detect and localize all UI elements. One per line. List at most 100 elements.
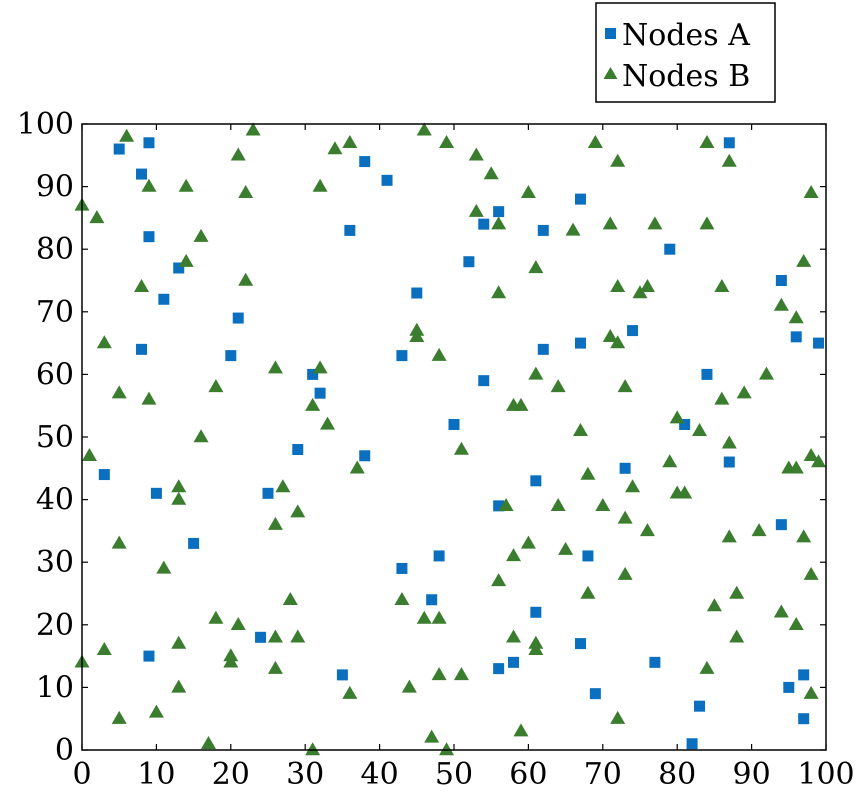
data-point-nodes-b	[565, 222, 581, 236]
data-point-nodes-b	[639, 278, 655, 292]
x-tick-label: 40	[361, 757, 399, 792]
data-point-nodes-b	[788, 460, 804, 474]
data-point-nodes-b	[290, 629, 306, 643]
data-point-nodes-a	[508, 656, 520, 668]
data-point-nodes-b	[513, 397, 529, 411]
data-point-nodes-b	[520, 185, 536, 199]
data-point-nodes-a	[381, 174, 393, 186]
data-point-nodes-b	[111, 385, 127, 399]
data-point-nodes-a	[478, 375, 490, 387]
data-point-nodes-b	[550, 498, 566, 512]
data-point-nodes-a	[619, 462, 631, 474]
data-point-nodes-a	[173, 262, 185, 274]
data-point-nodes-b	[491, 285, 507, 299]
data-point-nodes-b	[491, 573, 507, 587]
data-point-nodes-b	[141, 178, 157, 192]
data-point-nodes-b	[528, 366, 544, 380]
data-point-nodes-b	[267, 516, 283, 530]
data-point-nodes-a	[679, 418, 691, 430]
x-tick-label: 10	[137, 757, 175, 792]
data-point-nodes-b	[610, 278, 626, 292]
data-point-nodes-a	[530, 475, 542, 487]
data-point-nodes-b	[416, 610, 432, 624]
y-tick-label: 50	[36, 420, 74, 455]
data-point-nodes-b	[401, 679, 417, 693]
data-point-nodes-b	[89, 210, 105, 224]
data-point-nodes-b	[811, 454, 827, 468]
data-point-nodes-b	[528, 260, 544, 274]
data-point-nodes-b	[223, 654, 239, 668]
data-point-nodes-b	[699, 216, 715, 230]
y-tick-label: 40	[36, 483, 74, 518]
data-point-nodes-b	[416, 122, 432, 136]
data-point-nodes-a	[359, 450, 371, 462]
data-point-nodes-b	[267, 360, 283, 374]
data-point-nodes-b	[625, 479, 641, 493]
data-point-nodes-b	[803, 685, 819, 699]
data-point-nodes-a	[493, 500, 505, 512]
data-point-nodes-a	[574, 337, 586, 349]
data-point-nodes-a	[448, 418, 460, 430]
x-tick-label: 50	[435, 757, 473, 792]
data-point-nodes-b	[610, 710, 626, 724]
x-tick-label: 100	[797, 757, 854, 792]
data-point-nodes-a	[411, 287, 423, 299]
data-point-nodes-b	[409, 329, 425, 343]
data-point-nodes-b	[788, 310, 804, 324]
legend-box	[595, 2, 776, 103]
data-points	[74, 122, 827, 756]
y-tick-label: 30	[36, 545, 74, 580]
data-point-nodes-b	[773, 604, 789, 618]
data-point-nodes-b	[230, 617, 246, 630]
data-point-nodes-b	[119, 128, 135, 142]
data-point-nodes-b	[788, 617, 804, 630]
data-point-nodes-b	[178, 178, 194, 192]
data-point-nodes-a	[701, 368, 713, 380]
data-point-nodes-b	[483, 166, 499, 180]
legend-label-nodes-a: Nodes A	[622, 18, 750, 53]
data-point-nodes-a	[775, 519, 787, 531]
data-point-nodes-b	[193, 429, 209, 443]
data-point-nodes-b	[431, 610, 447, 624]
data-point-nodes-b	[803, 447, 819, 461]
data-point-nodes-a	[589, 688, 601, 700]
data-point-nodes-a	[344, 224, 356, 236]
x-tick-label: 30	[286, 757, 324, 792]
y-tick-label: 70	[36, 295, 74, 330]
data-point-nodes-b	[305, 742, 321, 756]
data-point-nodes-b	[736, 385, 752, 399]
data-point-nodes-b	[587, 134, 603, 148]
data-point-nodes-b	[431, 667, 447, 681]
data-point-nodes-a	[582, 550, 594, 562]
data-point-nodes-b	[208, 379, 224, 393]
data-point-nodes-b	[342, 685, 358, 699]
data-point-nodes-a	[574, 638, 586, 650]
data-point-nodes-b	[342, 134, 358, 148]
data-point-nodes-b	[729, 629, 745, 643]
data-point-nodes-a	[396, 350, 408, 362]
data-point-nodes-b	[558, 541, 574, 555]
data-point-nodes-b	[751, 523, 767, 537]
data-point-nodes-a	[225, 350, 237, 362]
data-point-nodes-b	[662, 454, 678, 468]
data-point-nodes-a	[188, 537, 200, 549]
data-point-nodes-b	[171, 679, 187, 693]
y-tick-label: 100	[17, 107, 74, 142]
data-point-nodes-a	[627, 325, 639, 337]
data-point-nodes-a	[813, 337, 825, 349]
data-point-nodes-a	[686, 738, 698, 750]
data-point-nodes-b	[327, 141, 343, 155]
data-point-nodes-b	[290, 504, 306, 518]
data-point-nodes-b	[602, 216, 618, 230]
data-point-nodes-a	[307, 368, 319, 380]
data-point-nodes-b	[200, 735, 216, 749]
y-tick-label: 20	[36, 608, 74, 643]
data-point-nodes-b	[320, 416, 336, 430]
y-tick-label: 0	[55, 733, 74, 768]
data-point-nodes-b	[230, 147, 246, 161]
axis-tick-labels: 0 10 20 30 40 50 60 70 80 90 100 0 10 20 30 40 50 60 70 80 9…	[17, 107, 855, 792]
data-point-nodes-a	[336, 669, 348, 681]
data-point-nodes-b	[81, 447, 97, 461]
data-point-nodes-b	[580, 466, 596, 480]
data-point-nodes-b	[171, 479, 187, 493]
